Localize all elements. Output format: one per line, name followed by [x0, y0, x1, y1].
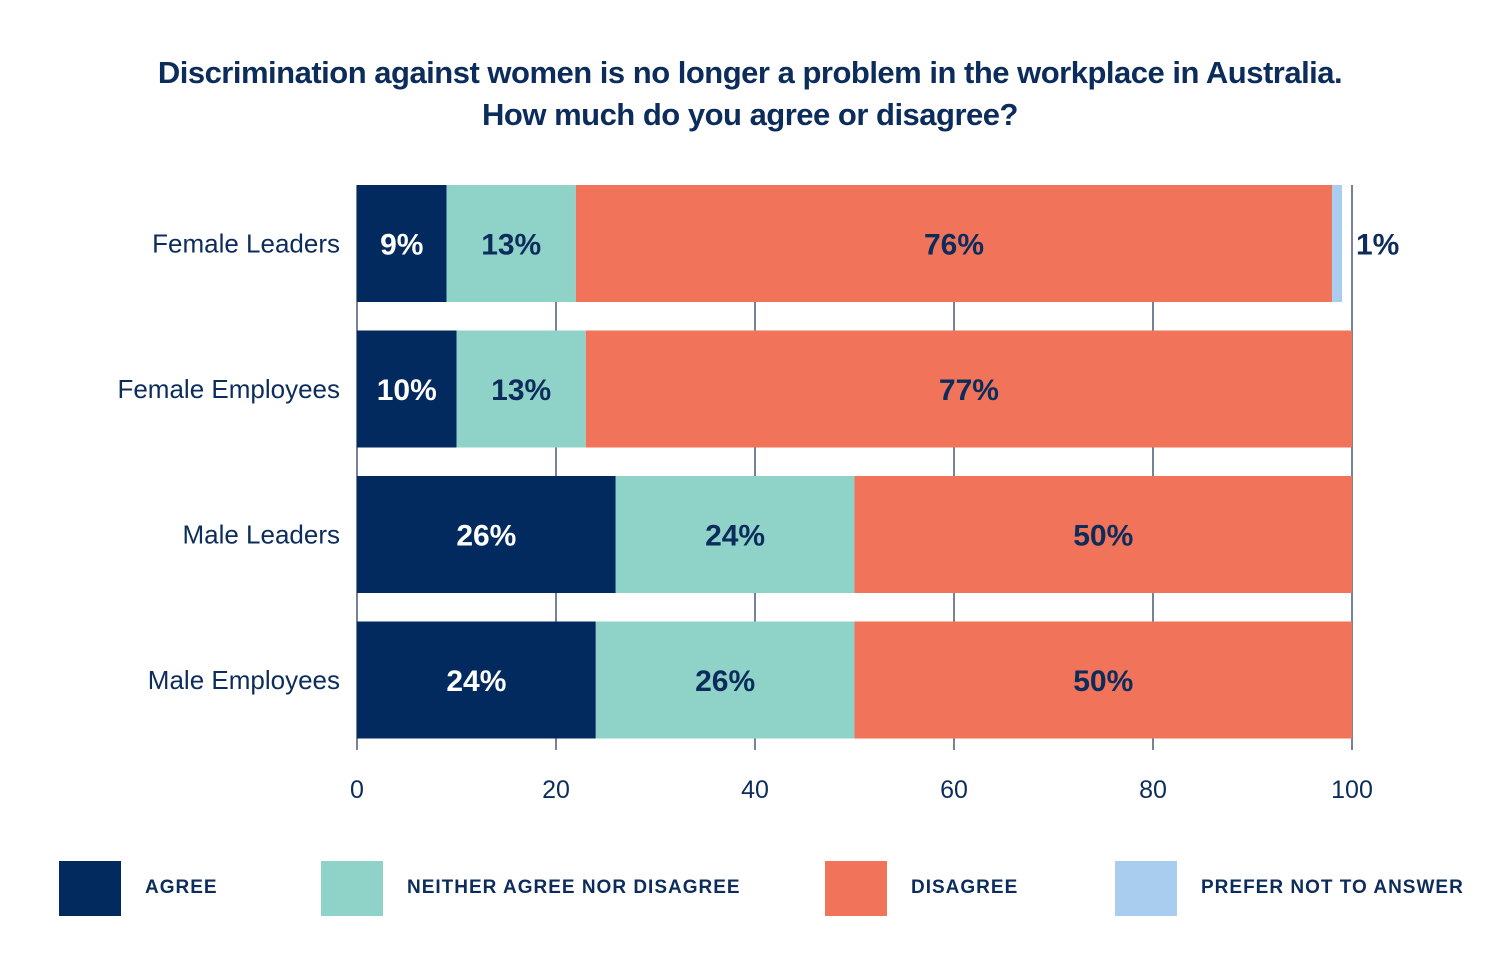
data-label: 50% [1073, 520, 1133, 553]
category-label: Male Employees [148, 665, 340, 695]
bar-agree [357, 476, 616, 593]
data-label: 77% [939, 374, 999, 407]
category-label: Female Employees [117, 374, 340, 404]
bar-disagree [854, 476, 1352, 593]
legend: AGREE NEITHER AGREE NOR DISAGREE DISAGREE P… [0, 860, 1500, 916]
legend-swatch [59, 860, 121, 916]
legend-item: PREFER NOT TO ANSWER [1115, 860, 1464, 916]
legend-swatch [1115, 860, 1177, 916]
chart-title: Discrimination against women is no longe… [0, 52, 1500, 136]
chart-subtitle: How much do you agree or disagree? [482, 97, 1018, 132]
x-tick-label: 80 [1139, 776, 1167, 804]
bar-agree [357, 330, 457, 448]
data-label: 26% [456, 520, 516, 553]
data-label: 13% [481, 229, 541, 262]
legend-label: AGREE [145, 877, 218, 898]
data-label: 26% [695, 665, 755, 698]
legend-swatch [825, 860, 887, 916]
bar-neither-agree-nor-disagree [456, 330, 586, 448]
bars [357, 185, 1352, 739]
bar-disagree [854, 621, 1352, 739]
data-label: 50% [1073, 665, 1133, 698]
bar-neither-agree-nor-disagree [595, 621, 855, 739]
legend-item: AGREE [59, 860, 218, 916]
data-label: 10% [377, 374, 437, 407]
data-label: 24% [705, 520, 765, 553]
bar-agree [357, 621, 596, 739]
data-label: 1% [1356, 229, 1399, 262]
axes: 0 20 40 60 80 100 Female Leaders Female Employe… [117, 229, 1372, 805]
legend-item: DISAGREE [825, 860, 1018, 916]
legend-swatch [321, 860, 383, 916]
data-label: 13% [491, 374, 551, 407]
x-tick-label: 100 [1331, 776, 1373, 804]
data-label: 9% [380, 229, 423, 262]
x-tick-label: 0 [350, 776, 364, 804]
bar-prefer-not-to-answer [1332, 185, 1343, 302]
chart-title-line1: Discrimination against women is no longe… [157, 55, 1343, 90]
legend-label: PREFER NOT TO ANSWER [1201, 877, 1464, 898]
legend-item: NEITHER AGREE NOR DISAGREE [321, 860, 741, 916]
category-label: Female Leaders [152, 229, 340, 259]
x-tick-label: 20 [542, 776, 570, 804]
bar-neither-agree-nor-disagree [615, 476, 855, 593]
bar-neither-agree-nor-disagree [446, 185, 576, 302]
legend-label: DISAGREE [911, 877, 1019, 898]
x-tick-label: 40 [741, 776, 769, 804]
data-label: 24% [446, 665, 506, 698]
bar-disagree [585, 330, 1352, 448]
bar-disagree [575, 185, 1333, 302]
bar-agree [357, 185, 447, 302]
category-label: Male Leaders [182, 520, 340, 550]
legend-label: NEITHER AGREE NOR DISAGREE [407, 877, 741, 898]
data-label: 76% [924, 229, 984, 262]
x-tick-label: 60 [940, 776, 968, 804]
data-labels: 9% 13% 76% 1% 10% 13% 77% 26% 24% 50% 24% 26% 50% [377, 229, 1400, 699]
